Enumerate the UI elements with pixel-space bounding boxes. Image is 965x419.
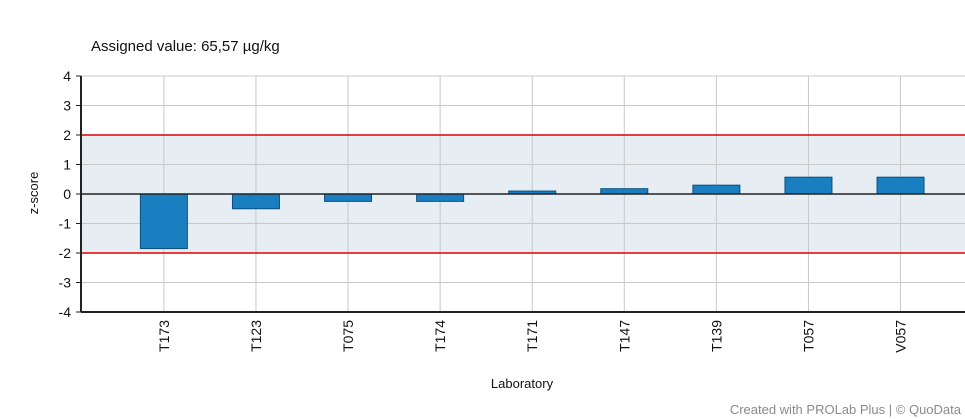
x-tick-label: T174 [432,320,448,352]
x-tick-label: T147 [616,320,632,352]
x-tick-label: T173 [156,320,172,352]
x-axis-label: Laboratory [491,376,554,391]
x-tick-label: V057 [893,320,909,353]
bar-T057 [784,176,833,195]
y-tick-label: -2 [59,245,72,261]
x-tick-label: T075 [340,320,356,352]
bar-T139 [692,184,741,195]
y-tick-label: 0 [63,186,71,202]
x-tick-label: T171 [524,320,540,352]
bar-V057 [876,176,925,195]
bar-T174 [416,193,465,202]
y-tick-label: -1 [59,216,72,232]
x-tick-label: T139 [708,320,724,352]
bar-T147 [600,188,649,195]
x-tick-label: T123 [248,320,264,352]
y-tick-label: 2 [63,127,71,143]
z-score-chart: 4 3 2 1 0 -1 -2 -3 -4 T173 T123 T075 T174 T171 T147 T1… [26,38,965,391]
bar-T123 [231,193,280,210]
bar-T173 [139,193,188,250]
y-axis-label: z-score [26,172,41,215]
y-tick-label: 4 [63,68,71,84]
y-tick-label: -4 [59,304,72,320]
credit-text: Created with PROLab Plus | © QuoData [729,402,961,417]
bar-T075 [324,193,373,202]
y-tick-label: 3 [63,98,71,114]
chart-subtitle: Assigned value: 65,57 µg/kg [91,38,280,55]
x-tick-label: T057 [800,320,816,352]
y-tick-label: 1 [63,157,71,173]
y-tick-label: -3 [59,275,72,291]
